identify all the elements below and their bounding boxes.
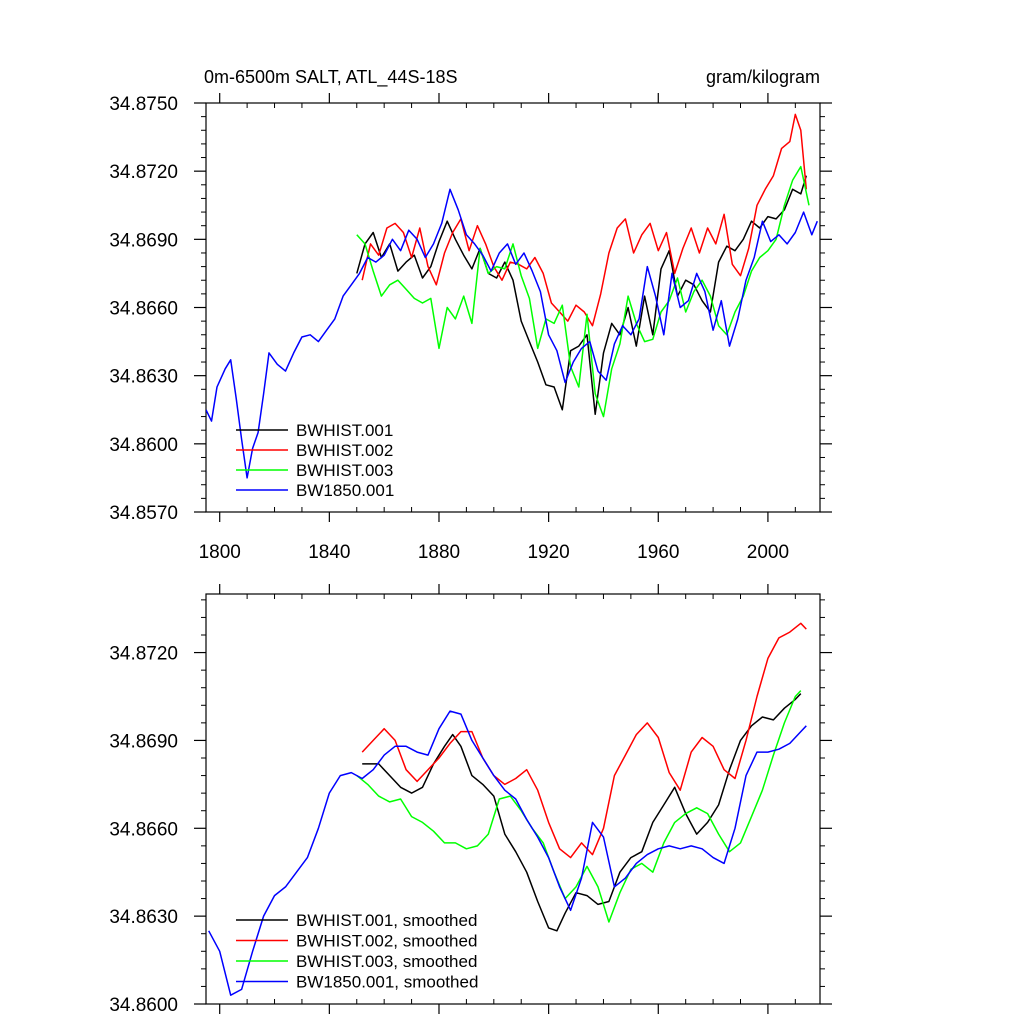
x-tick-label: 1960 [637,542,679,563]
y-tick-label: 34.8660 [109,819,178,840]
series-line-bw1850-001-smoothed [208,710,807,996]
x-tick-label: 2000 [747,542,789,563]
x-tick-label: 1920 [527,542,569,563]
bottom-panel-smoothed: 34.8600 34.8630 34.8660 34.8690 34.8720 BWHIS… [109,584,832,1016]
plot-frame [205,593,821,1005]
series-line-bwhist-002 [361,113,808,327]
series-group [206,113,818,479]
legend-label: BW1850.001 [296,481,394,500]
series-line-bw1850-001 [206,188,818,479]
x-tick-label: 1880 [418,542,460,563]
legend-label: BWHIST.003, smoothed [296,952,477,971]
y-tick-label: 34.8600 [109,435,178,456]
top-panel-raw: 1800 1840 1880 1920 1960 2000 34.8570 34.8600 34… [109,67,832,563]
y-tick-label: 34.8720 [109,162,178,183]
y-tick-label: 34.8690 [109,731,178,752]
series-line-bwhist-001-smoothed [362,693,802,932]
chart-title: 0m-6500m SALT, ATL_44S-18S [204,67,457,88]
y-tick-label: 34.8600 [109,995,178,1016]
x-tick-label: 1840 [308,542,350,563]
y-tick-label: 34.8630 [109,907,178,928]
legend-label: BWHIST.001 [296,421,393,440]
x-tick-label: 1800 [199,542,241,563]
y-tick-label: 34.8660 [109,299,178,320]
legend-label: BWHIST.002 [296,441,393,460]
y-tick-label: 34.8720 [109,644,178,665]
legend-label: BWHIST.003 [296,461,393,480]
units-label: gram/kilogram [706,67,820,87]
legend-label: BWHIST.001, smoothed [296,911,477,930]
y-tick-label: 34.8690 [109,230,178,251]
series-line-bwhist-001 [356,175,808,416]
y-tick-label: 34.8630 [109,367,178,388]
legend-label: BW1850.001, smoothed [296,973,478,992]
series-group [208,622,807,996]
legend-label: BWHIST.002, smoothed [296,932,477,951]
y-tick-label: 34.8750 [109,94,178,115]
series-line-bwhist-003 [356,165,810,418]
y-tick-label: 34.8570 [109,503,178,524]
